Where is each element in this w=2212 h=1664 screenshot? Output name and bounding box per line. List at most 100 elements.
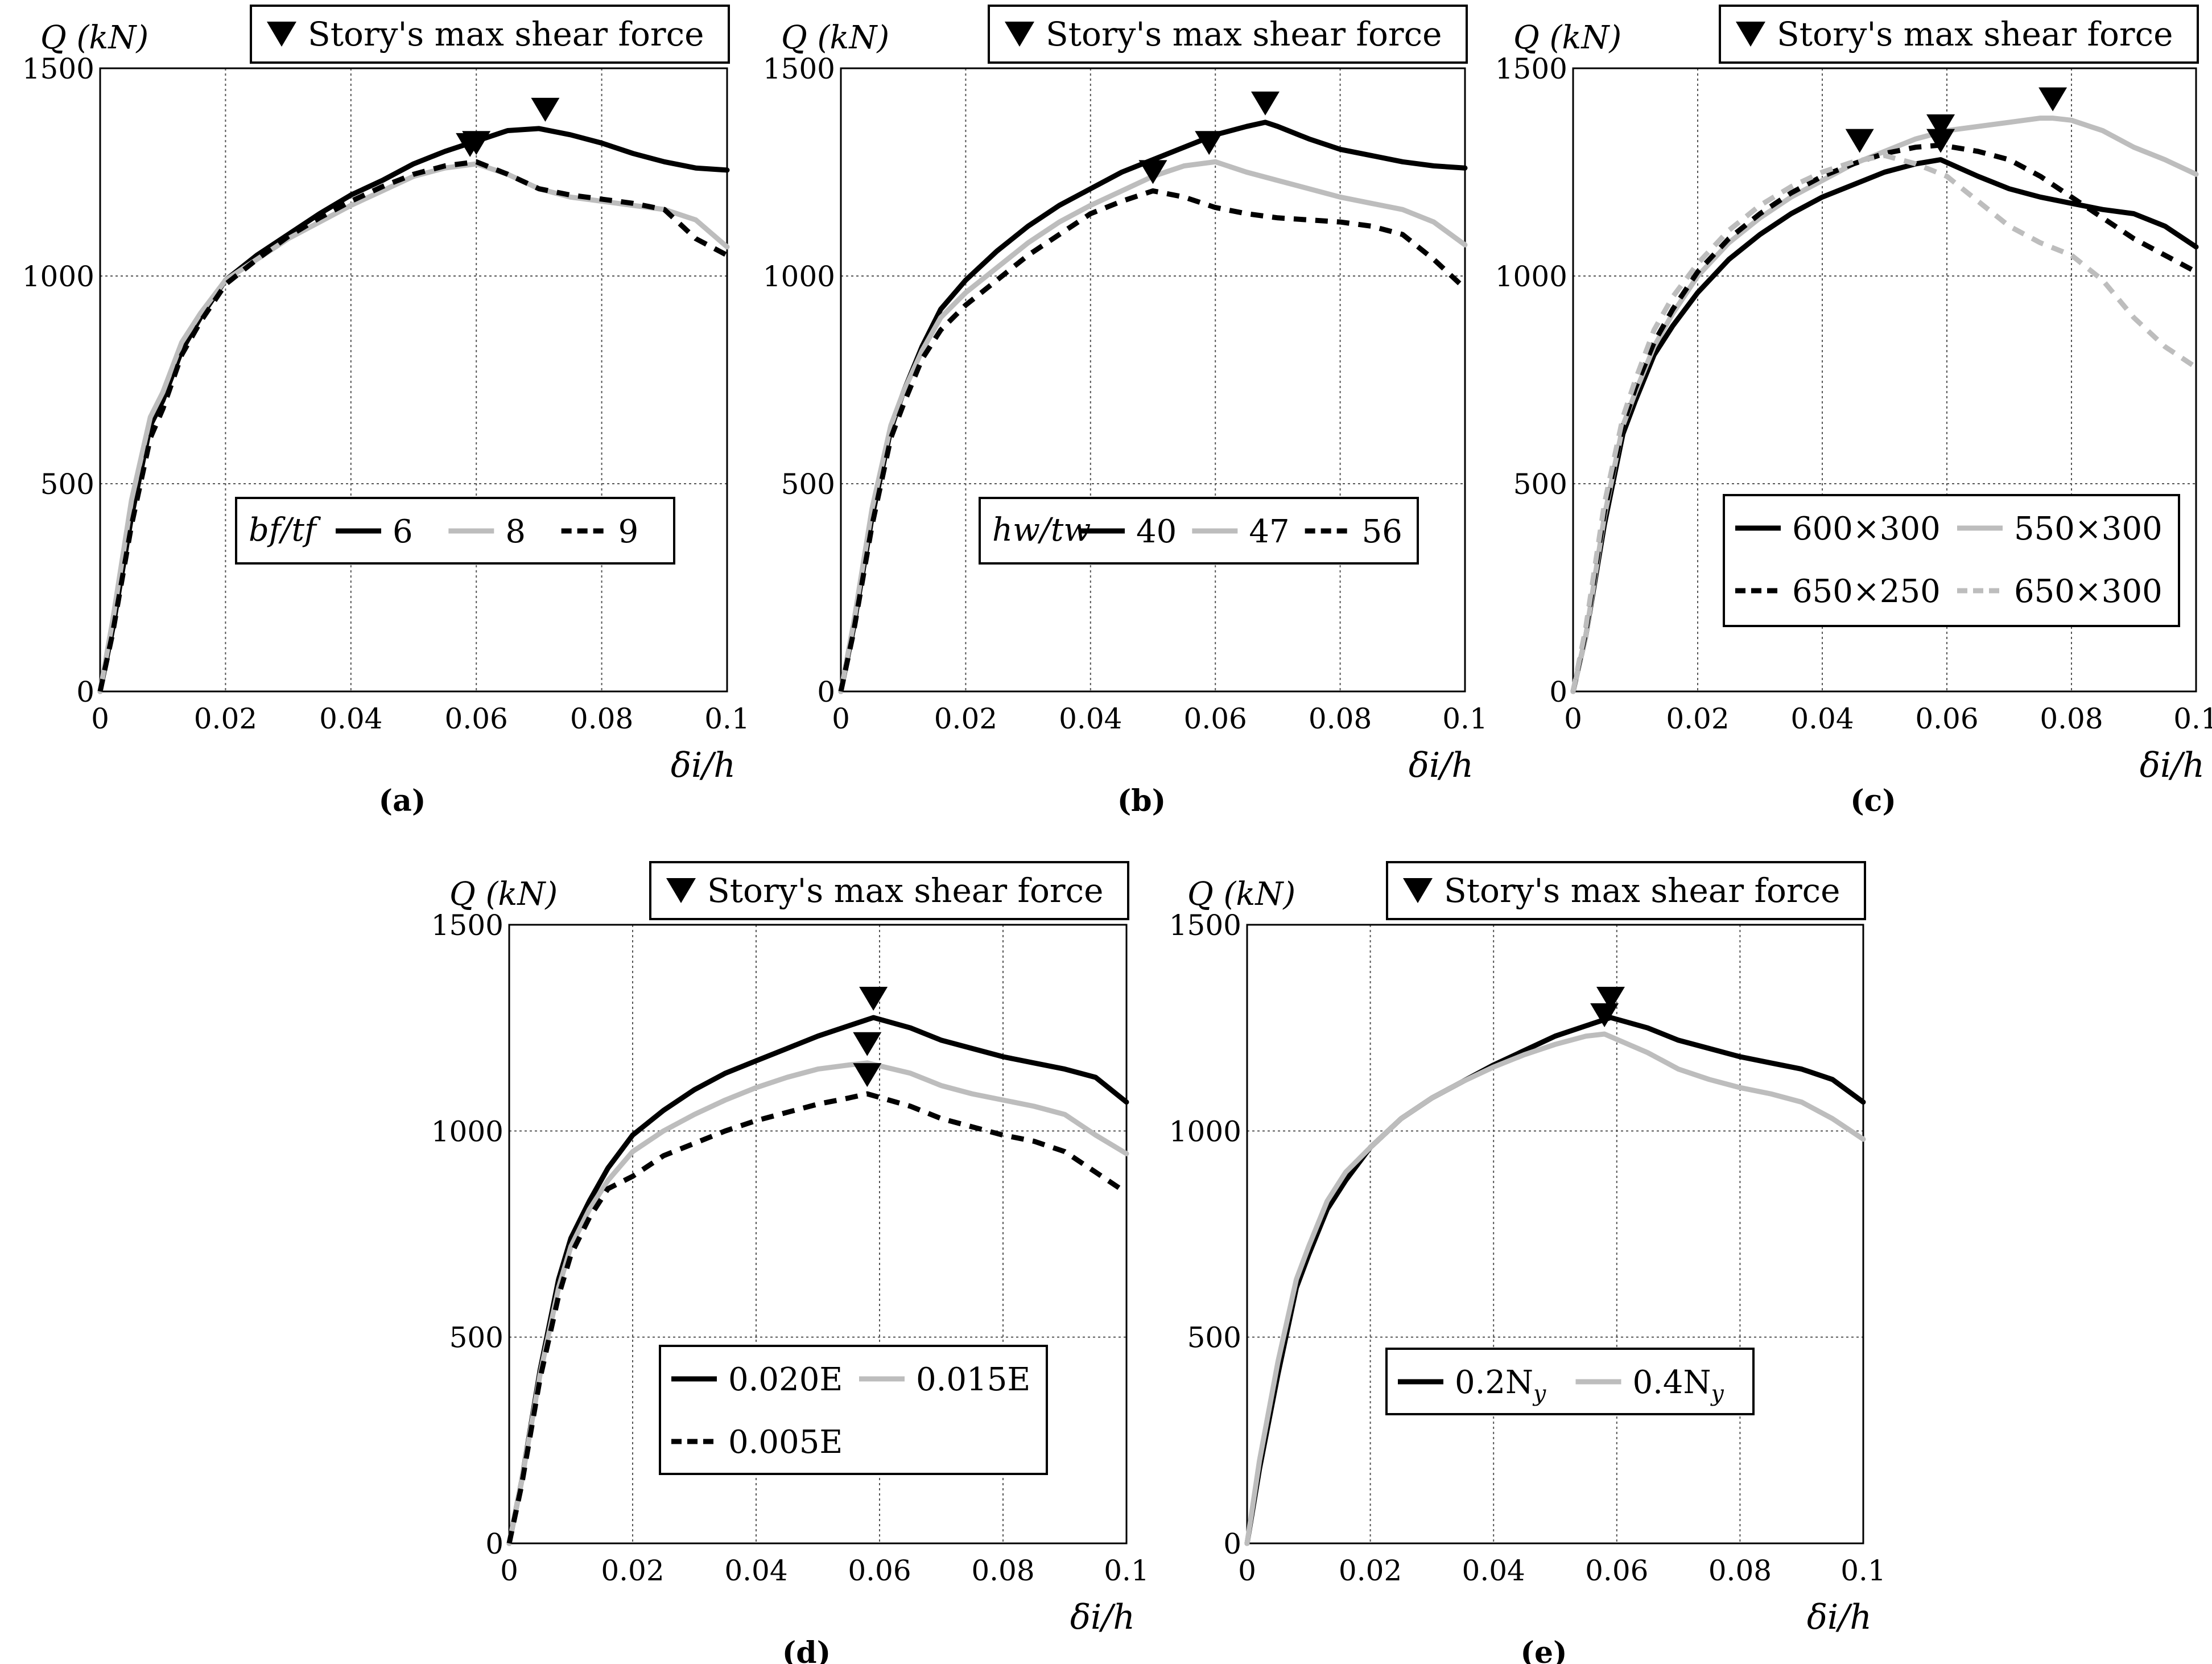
peak-marker-650×250 — [1926, 114, 1955, 139]
x-tick-label: 0.1 — [704, 702, 750, 735]
x-tick-label: 0.02 — [1666, 702, 1729, 735]
y-tick-label: 500 — [1187, 1321, 1241, 1354]
plot-frame — [508, 924, 1128, 1544]
series-line-0.015E — [506, 1060, 1129, 1546]
x-tick-label: 0.02 — [194, 702, 257, 735]
legend-label: 6 — [393, 513, 413, 550]
legend-title: bf/tf — [249, 512, 321, 549]
y-tick-label: 0 — [1549, 676, 1567, 709]
peak-legend-text: Story's max shear force — [1444, 871, 1840, 910]
y-tick-label: 1500 — [431, 909, 504, 942]
x-tick-label: 0 — [1238, 1554, 1256, 1587]
plot-frame — [1572, 67, 2197, 693]
legend-label: 8 — [505, 513, 526, 550]
peak-legend-box — [250, 5, 730, 64]
y-tick-label: 0 — [817, 676, 835, 709]
peak-legend-box — [1386, 861, 1866, 920]
x-tick-label: 0.04 — [1790, 702, 1854, 735]
x-tick-label: 0.04 — [1059, 702, 1122, 735]
series-legend: 600×300 550×300 650×250 650×300 — [1723, 494, 2180, 627]
series-line-0.4Ny — [1244, 1031, 1866, 1546]
x-tick-label: 0.04 — [319, 702, 382, 735]
y-tick-label: 1500 — [1169, 909, 1241, 942]
legend-label: 0.005E — [728, 1424, 843, 1461]
peak-marker-600×300 — [1926, 129, 1955, 153]
series-line-56 — [838, 188, 1467, 692]
plot-frame — [99, 67, 728, 693]
x-tick-label: 0.02 — [601, 1554, 664, 1587]
peak-legend-text: Story's max shear force — [1046, 15, 1442, 53]
peak-marker-40 — [1251, 91, 1280, 116]
y-tick-label: 500 — [1513, 468, 1567, 501]
x-tick-label: 0.06 — [1915, 702, 1978, 735]
x-tick-label: 0 — [832, 702, 850, 735]
y-tick-label: 1500 — [22, 52, 94, 85]
peak-marker-6 — [531, 97, 560, 122]
x-axis-label: δi/h — [671, 745, 736, 785]
series-legend: hw/tw 40 47 56 — [979, 497, 1419, 565]
peak-legend-box — [988, 5, 1468, 64]
x-tick-label: 0.1 — [1104, 1554, 1149, 1587]
legend-label: 40 — [1136, 513, 1177, 550]
panel-label: (b) — [1117, 784, 1166, 818]
peak-marker-56 — [1138, 160, 1167, 184]
x-tick-label: 0.08 — [570, 702, 633, 735]
peak-marker-47 — [1195, 131, 1224, 155]
y-tick-label: 1500 — [1495, 52, 1567, 85]
y-tick-label: 1000 — [1495, 260, 1567, 293]
x-tick-label: 0.04 — [724, 1554, 787, 1587]
legend-label: 0.2Ny — [1455, 1364, 1546, 1407]
y-axis-label: Q (kN) — [449, 876, 558, 913]
legend-title: hw/tw — [992, 512, 1091, 549]
legend-label: 0.015E — [916, 1361, 1030, 1398]
peak-marker-650×300 — [1845, 129, 1874, 153]
legend-box — [1723, 494, 2180, 627]
legend-label: 600×300 — [1792, 510, 1941, 547]
peak-marker-0.005E — [853, 1063, 882, 1088]
peak-marker-0.015E — [853, 1032, 882, 1056]
series-legend: 0.020E 0.015E 0.005E — [659, 1345, 1048, 1475]
peak-marker-0.020E — [859, 987, 888, 1011]
peak-marker-0.2Ny — [1596, 987, 1625, 1011]
y-axis-label: Q (kN) — [40, 19, 148, 56]
panel-label: (c) — [1850, 784, 1896, 818]
x-tick-label: 0.02 — [1339, 1554, 1402, 1587]
x-tick-label: 0.08 — [2040, 702, 2103, 735]
x-tick-label: 0.06 — [1184, 702, 1247, 735]
legend-label: 47 — [1249, 513, 1289, 550]
series-legend: 0.2Ny 0.4Ny — [1385, 1348, 1755, 1415]
peak-legend-box — [1719, 5, 2199, 64]
x-tick-label: 0.08 — [1708, 1554, 1772, 1587]
x-tick-label: 0.06 — [445, 702, 508, 735]
x-tick-label: 0 — [91, 702, 109, 735]
series-line-40 — [838, 120, 1468, 694]
peak-legend-text: Story's max shear force — [707, 871, 1103, 910]
x-tick-label: 0 — [1564, 702, 1582, 735]
y-axis-label: Q (kN) — [781, 19, 889, 56]
peak-legend-icon — [666, 878, 696, 903]
legend-label: 0.4Ny — [1633, 1364, 1724, 1407]
legend-box — [659, 1345, 1048, 1475]
x-axis-label: δi/h — [1409, 745, 1474, 785]
y-tick-label: 500 — [40, 468, 94, 501]
series-legend: bf/tf 6 8 9 — [235, 497, 675, 565]
y-tick-label: 1000 — [1169, 1115, 1241, 1148]
plot-frame — [1246, 924, 1864, 1544]
x-tick-label: 0.08 — [971, 1554, 1034, 1587]
peak-legend-text: Story's max shear force — [1777, 15, 2173, 53]
x-axis-label: δi/h — [2140, 745, 2205, 785]
legend-label: 9 — [618, 513, 639, 550]
y-axis-label: Q (kN) — [1187, 876, 1295, 913]
x-tick-label: 0.08 — [1309, 702, 1372, 735]
peak-marker-550×300 — [2038, 87, 2067, 112]
y-tick-label: 1000 — [431, 1115, 504, 1148]
y-axis-label: Q (kN) — [1513, 19, 1621, 56]
x-axis-label: δi/h — [1807, 1597, 1872, 1637]
panel-label: (a) — [379, 784, 426, 818]
series-line-650×300 — [1570, 153, 2198, 692]
series-line-8 — [97, 161, 730, 694]
